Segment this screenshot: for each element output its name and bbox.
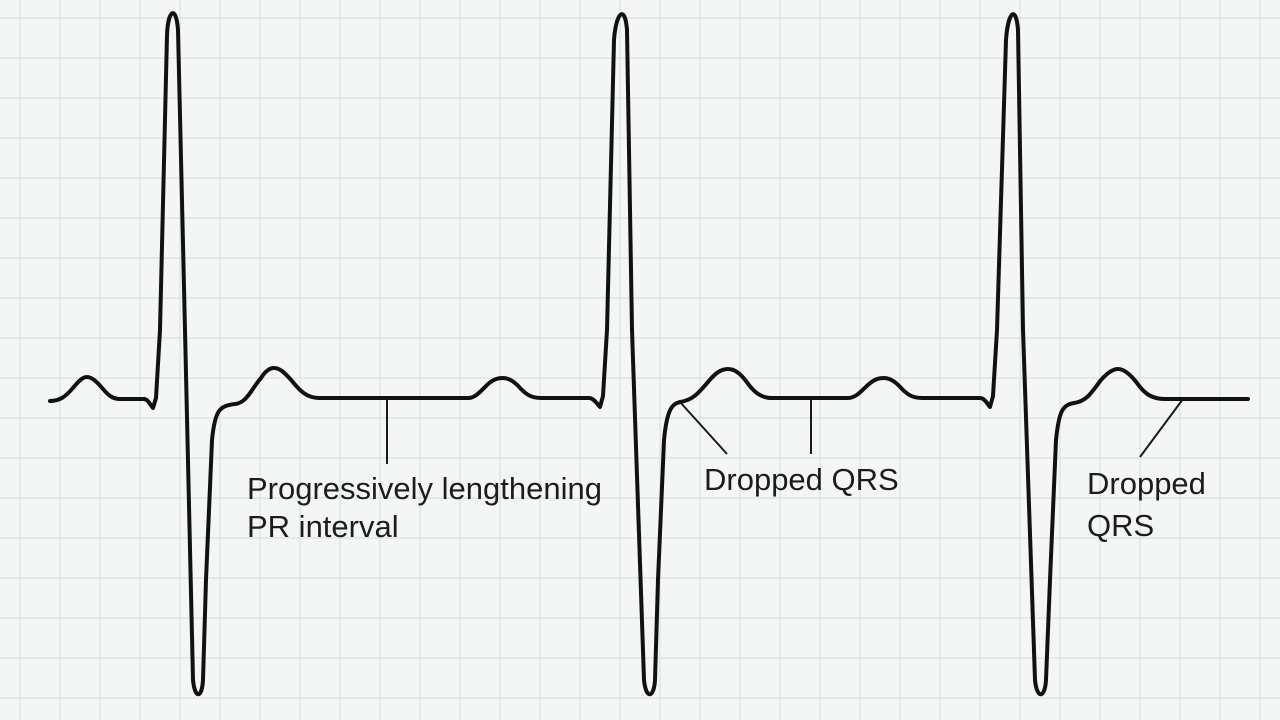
pr-interval-label-line2: PR interval — [247, 509, 399, 544]
dropped-qrs-2-label-line1: Dropped — [1087, 466, 1206, 501]
pr-interval-label: Progressively lengthening PR interval — [247, 470, 602, 546]
ecg-trace — [48, 11, 1250, 697]
dropped-qrs-2-label: Dropped QRS — [1087, 463, 1206, 547]
dropped-qrs-leader-diagonal — [679, 401, 728, 455]
dropped-qrs-2-label-line2: QRS — [1087, 508, 1155, 543]
dropped-qrs-2-leader — [1139, 398, 1184, 458]
pr-interval-label-line1: Progressively lengthening — [247, 471, 602, 506]
dropped-qrs-label-line1: Dropped QRS — [704, 462, 899, 497]
dropped-qrs-label: Dropped QRS — [704, 461, 899, 499]
